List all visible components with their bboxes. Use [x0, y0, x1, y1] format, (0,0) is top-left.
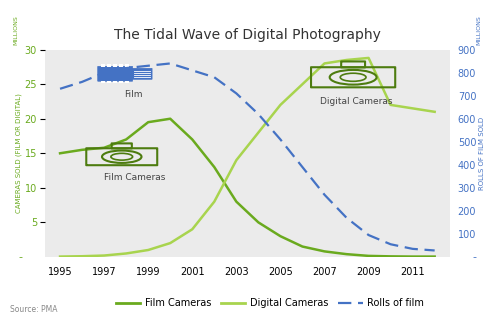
Y-axis label: ROLLS OF FILM SOLD: ROLLS OF FILM SOLD	[479, 117, 485, 190]
Rolls of film	[300, 165, 306, 169]
Bar	[113, 81, 117, 83]
Film Cameras	[256, 220, 262, 224]
Bar	[125, 81, 129, 83]
Rolls of film	[123, 66, 129, 70]
Digital Cameras	[410, 107, 416, 110]
Digital Cameras	[167, 241, 173, 245]
Rolls of film	[278, 138, 283, 141]
Bar	[101, 81, 105, 83]
Digital Cameras	[322, 61, 328, 65]
Text: MILLIONS: MILLIONS	[14, 16, 18, 45]
Bar	[101, 64, 105, 67]
Film Cameras	[366, 254, 372, 258]
Circle shape	[102, 151, 142, 163]
Film Cameras	[300, 245, 306, 249]
Film Cameras	[212, 165, 218, 169]
Line: Film Cameras: Film Cameras	[60, 119, 434, 256]
Bar	[107, 64, 111, 67]
Text: Film Cameras: Film Cameras	[104, 173, 166, 182]
Text: MILLIONS: MILLIONS	[476, 16, 481, 45]
Film Cameras	[278, 234, 283, 238]
Rolls of film	[212, 75, 218, 79]
Rolls of film	[410, 247, 416, 251]
Bar	[125, 64, 129, 67]
Film Cameras	[388, 255, 394, 258]
Digital Cameras	[79, 254, 85, 258]
Rolls of film	[79, 80, 85, 84]
Film Cameras	[123, 138, 129, 141]
Film Cameras	[234, 200, 239, 204]
Film Cameras	[190, 138, 196, 141]
FancyBboxPatch shape	[132, 68, 152, 79]
Digital Cameras	[212, 200, 218, 204]
Rolls of film	[388, 243, 394, 246]
Digital Cameras	[300, 82, 306, 86]
Film Cameras	[101, 146, 107, 150]
Film Cameras	[322, 249, 328, 253]
Text: Film: Film	[124, 90, 142, 99]
Legend: Film Cameras, Digital Cameras, Rolls of film: Film Cameras, Digital Cameras, Rolls of …	[112, 294, 428, 312]
Text: -: -	[18, 252, 22, 262]
Digital Cameras	[57, 255, 63, 258]
Line: Digital Cameras: Digital Cameras	[60, 58, 434, 256]
Rolls of film	[322, 193, 328, 197]
Rolls of film	[256, 112, 262, 116]
Rolls of film	[366, 233, 372, 237]
Rolls of film	[145, 64, 151, 68]
Bar	[107, 81, 111, 83]
Rolls of film	[344, 216, 349, 220]
Text: -: -	[472, 252, 476, 262]
Y-axis label: CAMERAS SOLD (FILM OR DIGITAL): CAMERAS SOLD (FILM OR DIGITAL)	[15, 93, 22, 213]
Digital Cameras	[190, 227, 196, 231]
Rolls of film	[57, 87, 63, 91]
Film Cameras	[344, 252, 349, 256]
Rolls of film	[190, 68, 196, 72]
Digital Cameras	[366, 56, 372, 60]
Digital Cameras	[278, 103, 283, 107]
Film Cameras	[57, 152, 63, 155]
Text: Source: PMA: Source: PMA	[10, 305, 58, 314]
Digital Cameras	[388, 103, 394, 107]
Circle shape	[330, 70, 376, 85]
Rolls of film	[167, 61, 173, 65]
Film Cameras	[145, 120, 151, 124]
Digital Cameras	[256, 131, 262, 134]
Title: The Tidal Wave of Digital Photography: The Tidal Wave of Digital Photography	[114, 28, 381, 42]
Digital Cameras	[344, 58, 349, 62]
Bar	[119, 64, 123, 67]
Digital Cameras	[123, 252, 129, 256]
Digital Cameras	[234, 158, 239, 162]
Film Cameras	[410, 255, 416, 258]
Text: Digital Cameras: Digital Cameras	[320, 97, 392, 106]
Bar	[119, 81, 123, 83]
Line: Rolls of film: Rolls of film	[60, 63, 434, 250]
FancyBboxPatch shape	[98, 67, 132, 81]
Film Cameras	[167, 117, 173, 121]
Circle shape	[111, 153, 132, 160]
Circle shape	[340, 73, 366, 81]
Film Cameras	[79, 148, 85, 152]
Bar	[113, 64, 117, 67]
Film Cameras	[432, 255, 438, 258]
Digital Cameras	[145, 248, 151, 252]
Digital Cameras	[432, 110, 438, 114]
Rolls of film	[101, 71, 107, 74]
Rolls of film	[432, 249, 438, 252]
Digital Cameras	[101, 254, 107, 257]
Rolls of film	[234, 92, 239, 95]
